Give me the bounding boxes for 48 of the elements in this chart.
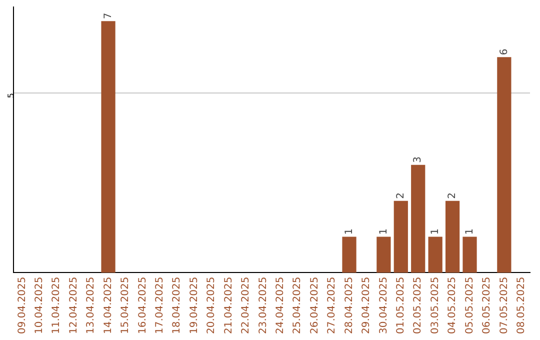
data-label: 1 (344, 228, 355, 235)
x-tick-label: 04.05.2025 (447, 276, 458, 334)
data-label: 6 (498, 48, 510, 56)
x-tick-label: 16.04.2025 (137, 276, 148, 334)
x-tick-label: 09.04.2025 (16, 276, 28, 334)
x-tick-label: 06.05.2025 (482, 276, 493, 334)
x-tick-label: 10.04.2025 (34, 276, 46, 334)
x-tick-label: 20.04.2025 (206, 276, 218, 334)
x-tick-label: 11.04.2025 (51, 276, 62, 334)
x-tick-label: 15.04.2025 (120, 276, 132, 334)
bar (394, 200, 408, 273)
bar (445, 200, 460, 273)
data-label: 1 (378, 228, 390, 235)
x-tick-label: 02.05.2025 (412, 276, 424, 334)
data-label: 3 (412, 156, 424, 163)
x-tick-label: 24.04.2025 (275, 276, 286, 334)
x-tick-label: 01.05.2025 (395, 276, 406, 334)
data-label: 1 (464, 228, 476, 235)
x-tick-label: 25.04.2025 (292, 276, 304, 334)
x-tick-label: 30.04.2025 (378, 276, 390, 334)
bar (342, 236, 356, 273)
x-tick-label: 27.04.2025 (326, 276, 338, 334)
data-label: 2 (447, 192, 458, 199)
x-tick-label: 26.04.2025 (309, 276, 320, 334)
x-tick-label: 19.04.2025 (188, 276, 200, 334)
x-tick-label: 12.04.2025 (68, 276, 80, 334)
x-tick-label: 22.04.2025 (240, 276, 252, 334)
bar (428, 236, 442, 273)
x-tick-label: 03.05.2025 (430, 276, 441, 334)
x-tick-label: 05.05.2025 (464, 276, 476, 334)
bar (411, 164, 426, 273)
bar (101, 21, 116, 273)
x-tick-label: 14.04.2025 (102, 276, 114, 334)
bar (462, 236, 477, 273)
x-tick-label: 07.05.2025 (498, 276, 510, 334)
data-label: 7 (102, 12, 114, 20)
data-label: 1 (430, 228, 441, 235)
x-tick-label: 23.04.2025 (258, 276, 269, 334)
x-tick-label: 13.04.2025 (86, 276, 97, 334)
bar (376, 236, 391, 273)
x-tick-label: 18.04.2025 (172, 276, 183, 334)
data-label: 2 (395, 192, 406, 199)
bar (497, 57, 512, 273)
x-tick-label: 29.04.2025 (361, 276, 372, 334)
x-tick-label: 08.05.2025 (516, 276, 527, 334)
x-tick-label: 21.04.2025 (223, 276, 234, 334)
x-tick-label: 17.04.2025 (154, 276, 166, 334)
x-tick-label: 28.04.2025 (344, 276, 355, 334)
